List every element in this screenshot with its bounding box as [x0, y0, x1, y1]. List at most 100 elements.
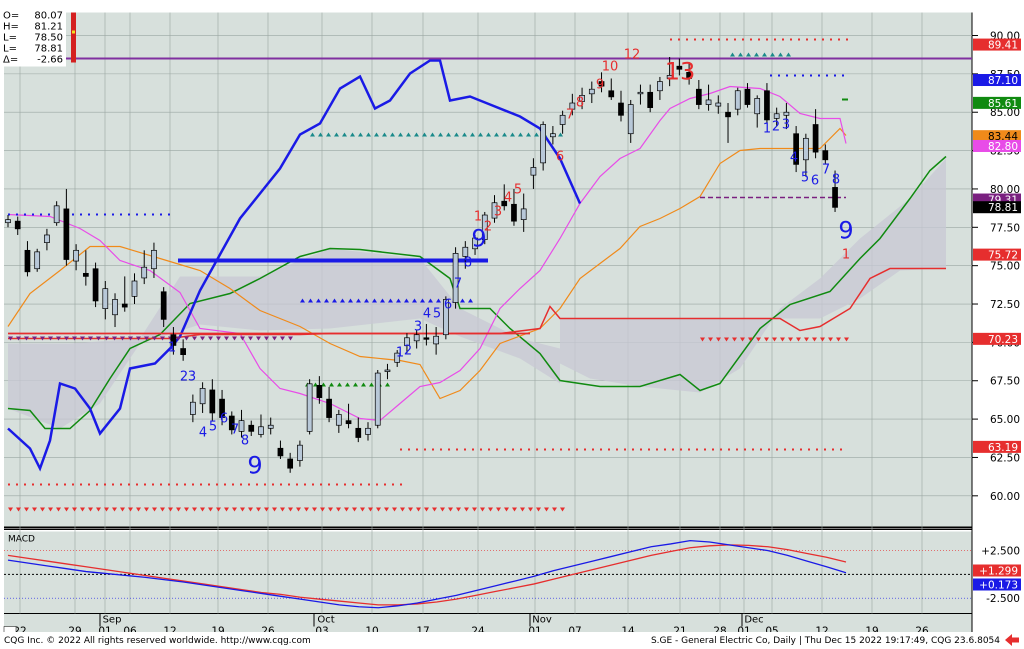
candle-body — [190, 401, 196, 415]
teal-marker — [414, 132, 419, 137]
blue-marker — [340, 298, 345, 303]
macd-tag-label: +0.173 — [979, 580, 1018, 592]
red-marker — [384, 507, 389, 512]
blue-dot — [842, 74, 844, 77]
red-dot — [672, 448, 674, 451]
symbol-info: S.GE - General Electric Co, Daily | Thu … — [650, 636, 1000, 646]
red-marker — [480, 507, 485, 512]
quote-high-label: H= — [3, 22, 19, 33]
candle-body — [588, 88, 595, 95]
teal-marker — [738, 52, 743, 57]
td-count-label: 5 — [801, 171, 809, 186]
red-dot — [72, 483, 74, 486]
price-panel[interactable] — [4, 12, 972, 527]
candle-body — [112, 299, 118, 316]
gridlines — [4, 12, 972, 614]
candle-body — [326, 398, 332, 418]
quote-open: 80.07 — [34, 11, 63, 22]
red-dot — [816, 448, 818, 451]
red-dot — [104, 483, 106, 486]
red-dot — [184, 483, 186, 486]
td-count-label: 5 — [433, 307, 441, 322]
red-marker — [544, 507, 549, 512]
red-dot — [192, 483, 194, 486]
red-dot — [320, 483, 322, 486]
macd-panel[interactable] — [4, 531, 972, 614]
candle-body — [540, 124, 547, 164]
price-tag-label: 70.23 — [988, 334, 1018, 346]
purple-marker — [216, 336, 221, 341]
red-marker — [424, 507, 429, 512]
red-dot — [758, 38, 760, 41]
red-dot — [488, 448, 490, 451]
red-marker — [448, 507, 453, 512]
blue-dot — [8, 213, 10, 216]
red-dot — [544, 448, 546, 451]
td-count-label: 2 — [484, 220, 492, 235]
candle-body — [598, 81, 605, 87]
purple-marker — [56, 336, 61, 341]
teal-marker — [558, 132, 563, 137]
red-dot — [120, 483, 122, 486]
candle-body — [5, 219, 11, 224]
blue-marker — [348, 298, 353, 303]
red-dot — [232, 483, 234, 486]
price-tag — [973, 139, 1021, 152]
price-tag-label: 87.10 — [988, 75, 1018, 87]
teal-marker — [374, 132, 379, 137]
red-dot — [726, 38, 728, 41]
purple-marker — [288, 336, 293, 341]
red-marker — [748, 337, 753, 342]
red-dot — [456, 448, 458, 451]
ichimoku-cloud — [8, 158, 946, 429]
price-tick-label: 60.00 — [990, 491, 1020, 503]
candle-body — [550, 133, 556, 138]
red-marker — [24, 507, 29, 512]
td-count-label: 4 — [504, 191, 512, 206]
red-dot — [440, 448, 442, 451]
candle-body — [73, 249, 79, 262]
candlesticks[interactable] — [5, 56, 838, 473]
price-tag-label: 82.80 — [988, 141, 1018, 153]
candle-body — [335, 414, 342, 426]
red-marker — [288, 507, 293, 512]
red-dot — [832, 448, 834, 451]
red-marker — [456, 507, 461, 512]
red-dot — [702, 38, 704, 41]
purple-marker — [72, 336, 77, 341]
blue-dot — [120, 213, 122, 216]
blue-marker — [372, 298, 377, 303]
candle-body — [423, 337, 430, 340]
blue-dot — [88, 213, 90, 216]
purple-marker — [112, 336, 117, 341]
blue-marker — [380, 298, 385, 303]
candle-body — [160, 291, 167, 320]
red-dot — [384, 483, 386, 486]
purple-marker — [24, 336, 29, 341]
blue-marker — [332, 298, 337, 303]
purple-marker — [256, 336, 261, 341]
purple-marker — [64, 336, 69, 341]
macd-line — [7, 539, 847, 609]
red-marker — [732, 337, 737, 342]
red-marker — [56, 507, 61, 512]
td-count-label: 7 — [566, 108, 574, 123]
td-count-label: 3 — [782, 118, 790, 133]
blue-dot — [96, 213, 98, 216]
red-marker — [64, 507, 69, 512]
month-label: Nov — [532, 615, 552, 626]
teal-marker — [502, 132, 507, 137]
red-marker — [96, 507, 101, 512]
td-count-label: 6 — [444, 298, 452, 313]
scroll-left-arrow-icon[interactable] — [1004, 633, 1020, 647]
candle-body — [764, 90, 770, 121]
candle-body — [569, 102, 576, 110]
quote-low: 78.50 — [34, 33, 63, 44]
candle-body — [82, 272, 89, 277]
td-count-label: 8 — [241, 434, 249, 449]
candle-body — [520, 208, 527, 220]
purple-marker — [8, 336, 13, 341]
teal-marker — [438, 132, 443, 137]
candle-body — [404, 337, 410, 346]
candle-body — [462, 246, 469, 257]
